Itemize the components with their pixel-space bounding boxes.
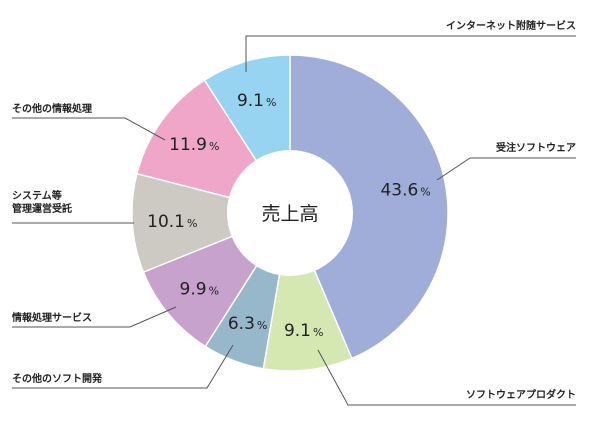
leader-line <box>12 344 234 389</box>
category-label: 情報処理サービス <box>12 311 92 324</box>
slice-value-label: 11.9% <box>169 135 219 155</box>
category-label-line: その他の情報処理 <box>12 102 92 115</box>
percent-unit: % <box>209 140 219 153</box>
leader-line <box>317 349 576 406</box>
category-label: システム等管理運営受託 <box>12 189 72 215</box>
category-label-line: システム等 <box>12 189 62 202</box>
center-hole <box>227 150 353 276</box>
percent-unit: % <box>420 185 430 198</box>
category-label-line: 受注ソフトウェア <box>496 141 576 154</box>
slice-value-label: 9.1% <box>284 321 324 341</box>
category-label: 受注ソフトウェア <box>496 141 576 154</box>
category-label: インターネット附随サービス <box>446 19 576 32</box>
leader-line <box>12 117 166 141</box>
category-label-line: 管理運営受託 <box>12 202 72 215</box>
percent-unit: % <box>266 96 276 109</box>
slice-value-label: 9.9% <box>180 280 220 300</box>
category-label-line: ソフトウェアプロダクト <box>466 388 576 401</box>
leader-line <box>245 35 576 72</box>
percent-unit: % <box>209 285 219 298</box>
category-label: その他の情報処理 <box>12 102 92 115</box>
slice-value-label: 6.3% <box>228 314 268 334</box>
slice-value-label: 10.1% <box>147 212 197 232</box>
leader-line <box>436 157 576 181</box>
slice-value-label: 9.1% <box>237 91 277 111</box>
category-label: ソフトウェアプロダクト <box>466 388 576 401</box>
category-label-line: その他のソフト開発 <box>12 372 103 385</box>
slice-value-label: 43.6% <box>380 180 430 200</box>
percent-unit: % <box>257 319 267 332</box>
percent-labels-group: 43.6 % 9.1 % 6.3 % 9.9 % 10.1 % 11.9 % 9.1% <box>147 91 431 341</box>
percent-unit: % <box>313 326 323 339</box>
percent-unit: % <box>187 217 197 230</box>
center-label: 売上高 <box>261 203 318 225</box>
category-labels-group: 受注ソフトウェアソフトウェアプロダクトその他のソフト開発情報処理サービスシステム… <box>12 19 576 401</box>
leader-lines-group <box>12 35 576 406</box>
pie-slice <box>289 54 449 360</box>
category-label-line: インターネット附随サービス <box>446 19 576 32</box>
category-label-line: 情報処理サービス <box>12 311 92 324</box>
category-label: その他のソフト開発 <box>12 372 103 385</box>
leader-line <box>12 306 177 328</box>
